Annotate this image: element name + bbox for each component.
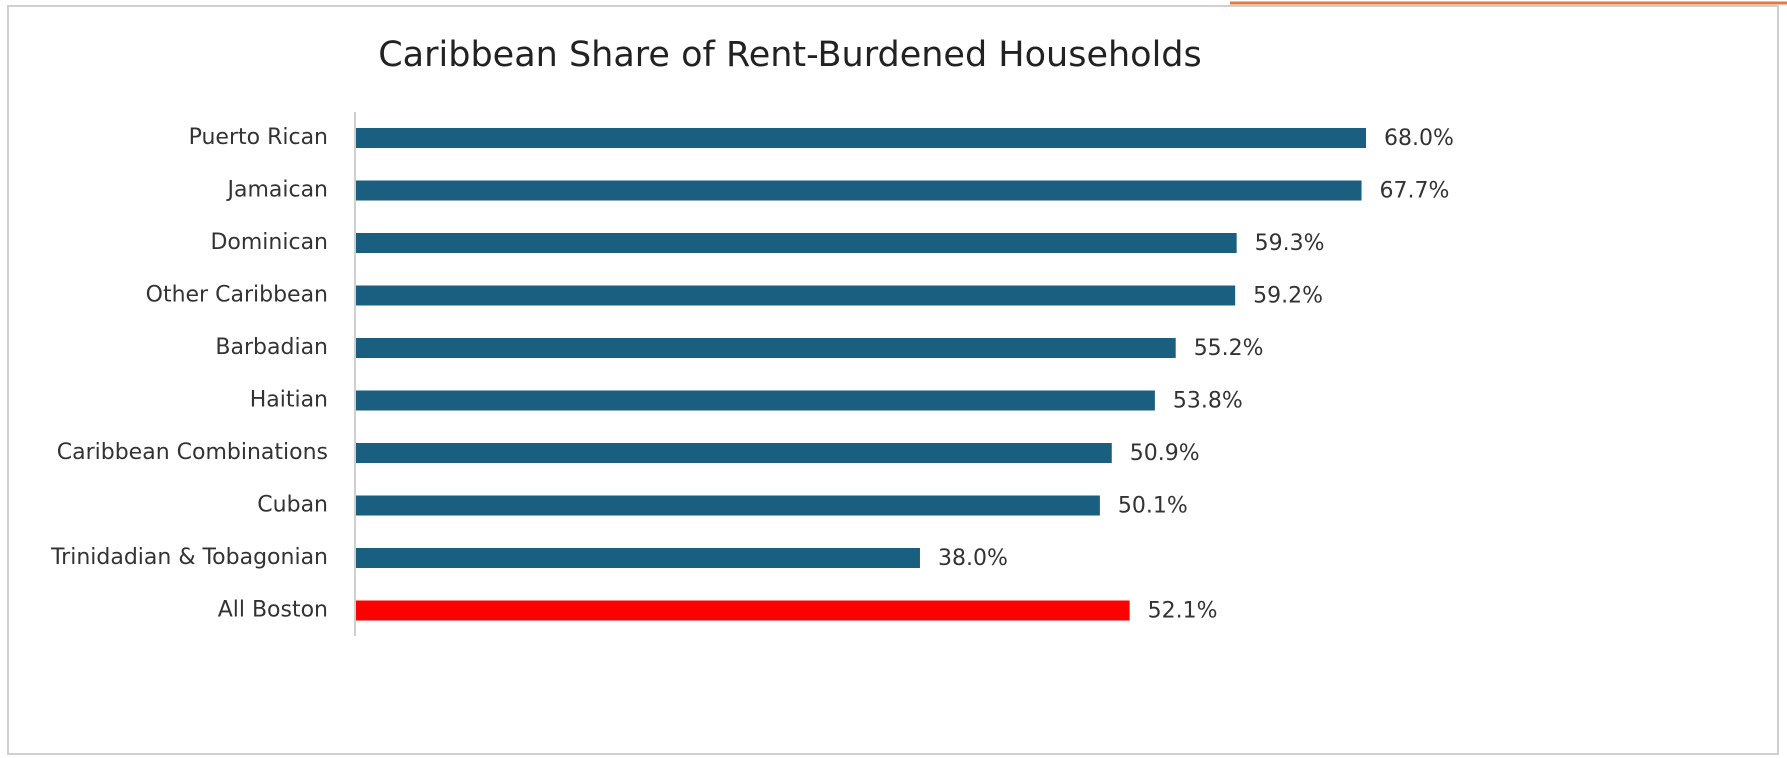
value-label: 38.0% <box>938 546 1008 571</box>
bar <box>356 338 1176 358</box>
category-label: Dominican <box>210 230 328 255</box>
frame <box>7 5 1779 755</box>
bar <box>356 128 1366 148</box>
value-label: 67.7% <box>1380 179 1450 204</box>
category-label: Caribbean Combinations <box>57 440 328 465</box>
value-label: 50.9% <box>1130 441 1200 466</box>
bar <box>356 390 1155 411</box>
bar <box>356 443 1112 463</box>
category-label: Other Caribbean <box>146 283 328 308</box>
value-label: 50.1% <box>1118 494 1188 519</box>
bar <box>356 285 1236 306</box>
value-label: 53.8% <box>1173 389 1243 414</box>
category-label: Haitian <box>250 388 328 413</box>
chart-title: Caribbean Share of Rent-Burdened Househo… <box>378 35 1202 75</box>
category-label: Cuban <box>257 493 328 518</box>
category-label: Trinidadian & Tobagonian <box>50 545 328 570</box>
value-label: 59.3% <box>1255 231 1325 256</box>
value-label: 68.0% <box>1384 126 1454 151</box>
category-label: All Boston <box>218 598 328 623</box>
value-label: 52.1% <box>1148 599 1218 624</box>
category-label: Jamaican <box>225 178 328 203</box>
value-label: 59.2% <box>1253 284 1323 309</box>
bar <box>356 548 920 568</box>
value-label: 55.2% <box>1194 336 1264 361</box>
bar <box>356 180 1362 201</box>
bar <box>356 233 1237 253</box>
bar <box>356 495 1100 516</box>
category-label: Puerto Rican <box>189 125 328 150</box>
bar <box>356 600 1130 621</box>
category-label: Barbadian <box>215 335 328 360</box>
